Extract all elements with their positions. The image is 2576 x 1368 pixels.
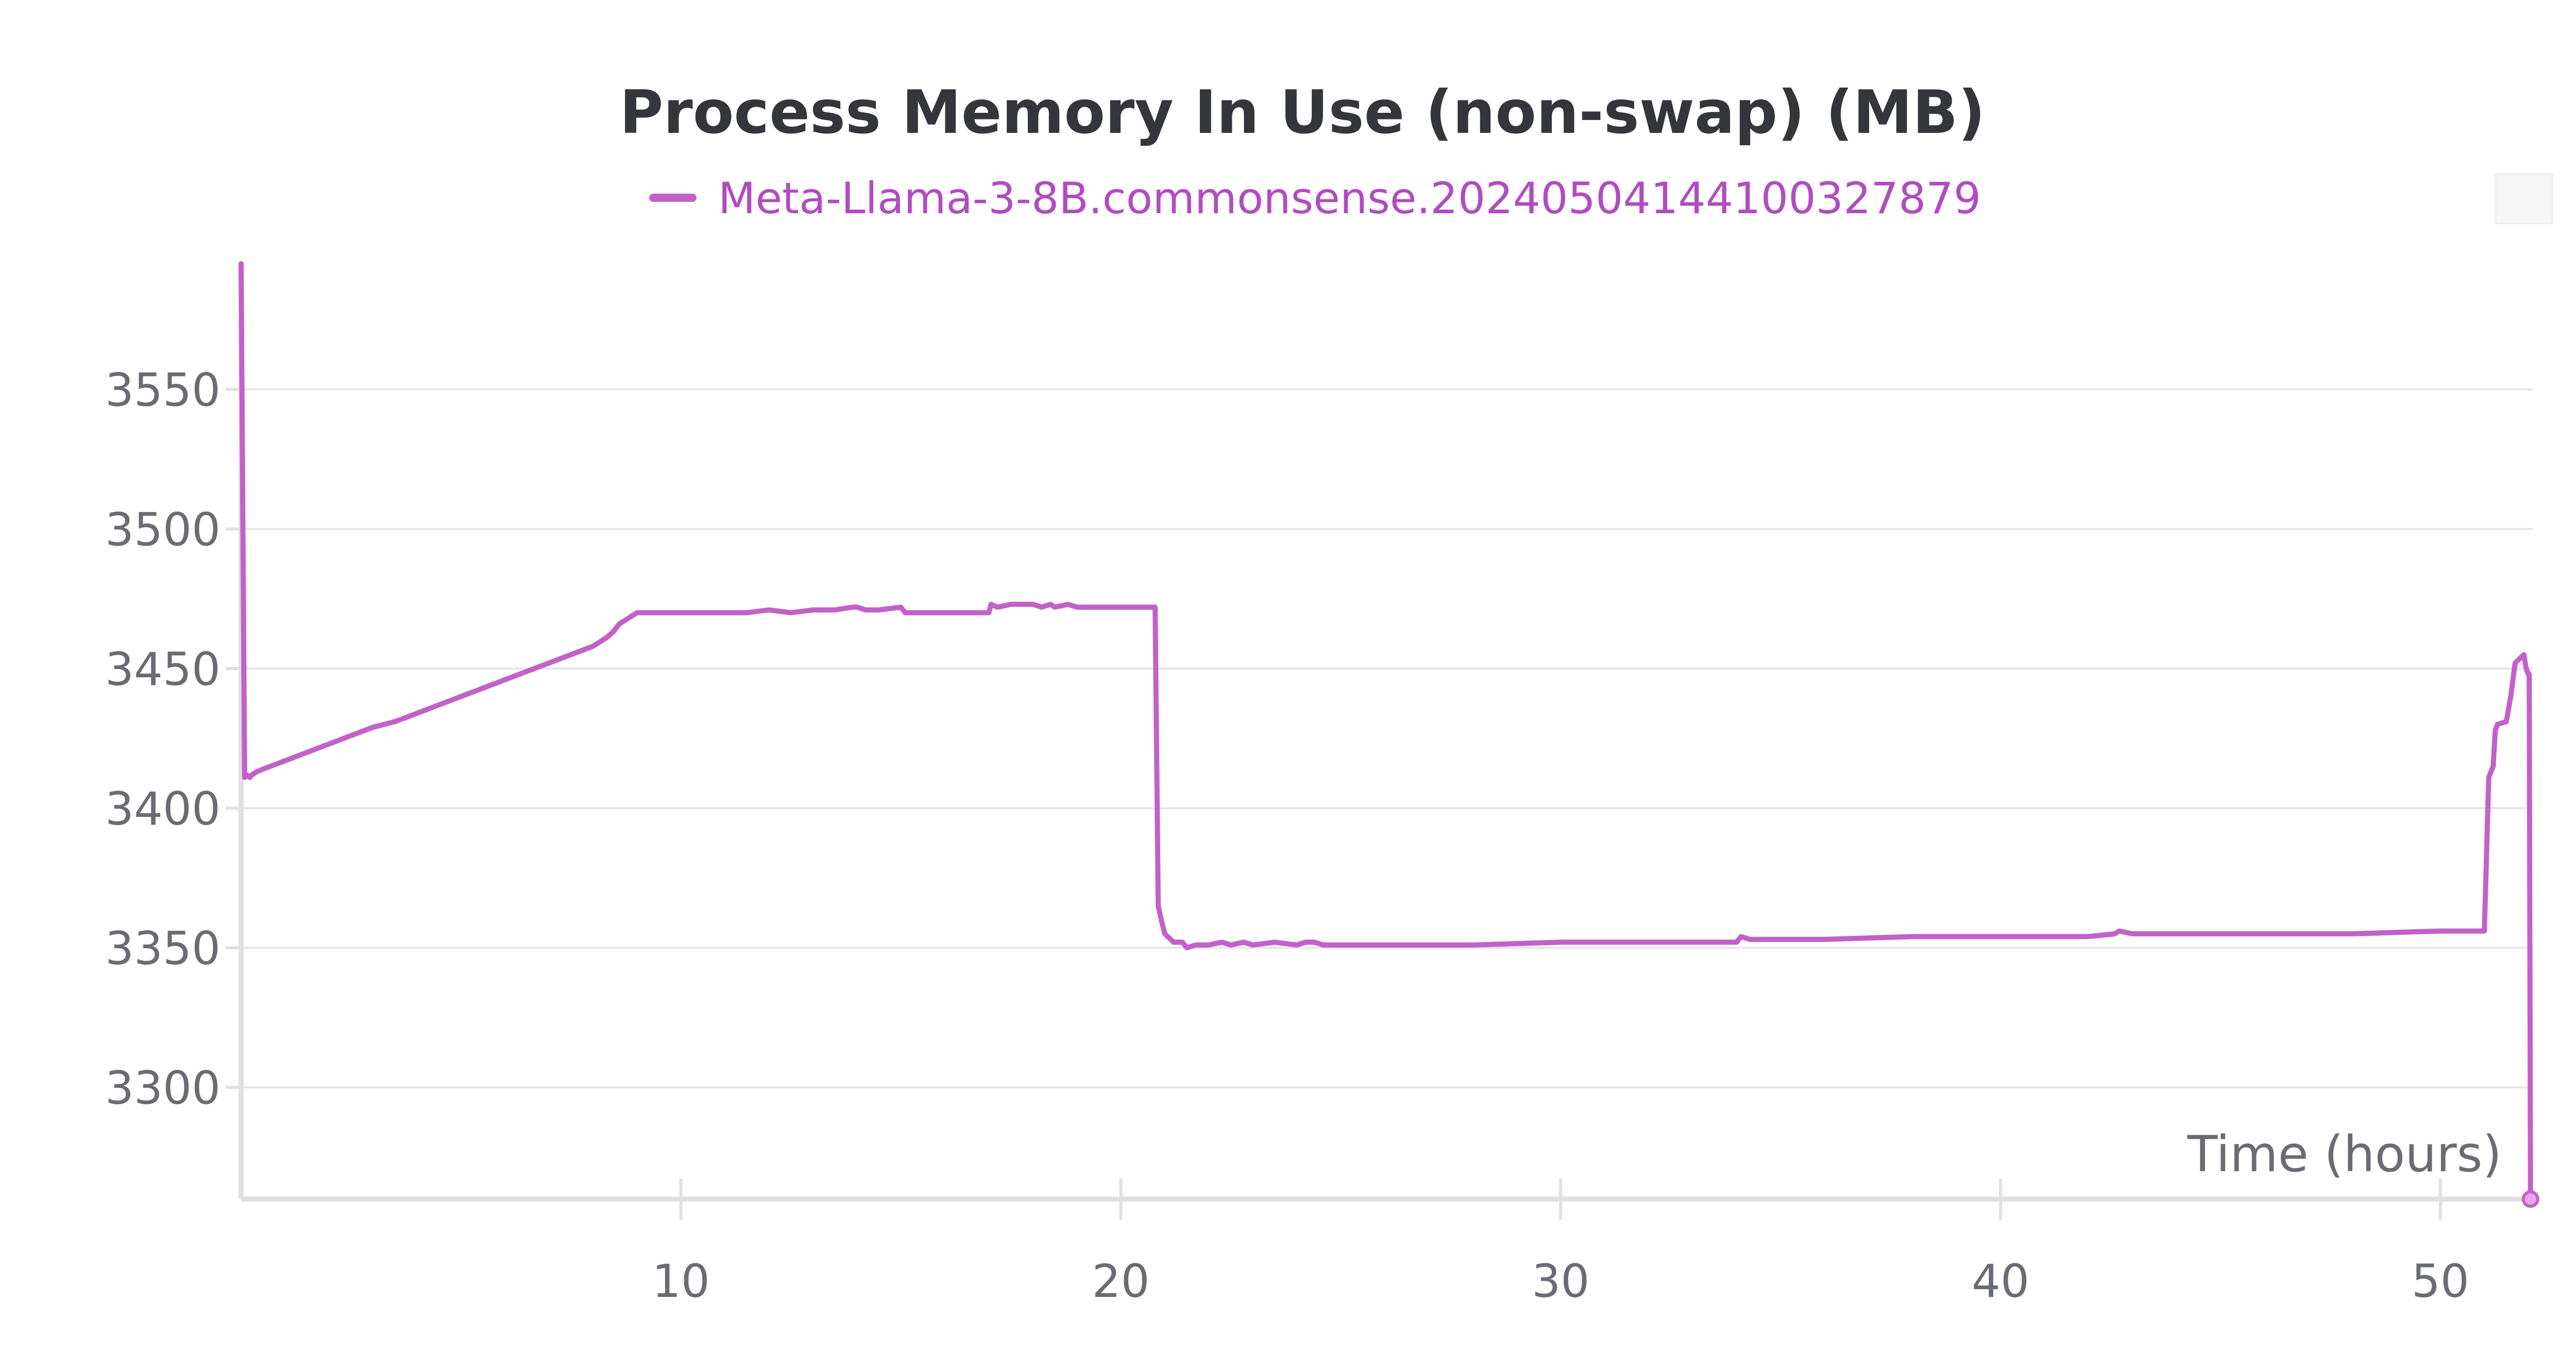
x-tick-label-10: 10 [652,1255,710,1308]
x-tick-label-50: 50 [2412,1255,2469,1308]
y-tick-label-3550: 3550 [105,364,221,417]
grid-layer [241,388,2533,1089]
axes-layer [239,264,2533,1202]
x-tick-label-30: 30 [1532,1255,1589,1308]
chart-title: Process Memory In Use (non-swap) (MB) [620,78,1986,147]
x-tick-label-40: 40 [1972,1255,2029,1308]
legend[interactable]: Meta-Llama-3-8B.commonsense.202405041441… [649,173,1981,224]
y-tick-label-3350: 3350 [105,922,221,975]
x-axis-label: Time (hours) [2187,1125,2502,1183]
series-end-point-0 [2521,1190,2539,1208]
series-layer [239,261,2539,1208]
tick-layer: 3300 3350 3400 3450 3500 3550 10 20 30 40 50 [105,364,2469,1308]
legend-label: Meta-Llama-3-8B.commonsense.202405041441… [718,173,1981,224]
y-tick-label-3450: 3450 [105,643,221,696]
y-tick-label-3400: 3400 [105,782,221,835]
x-tick-label-20: 20 [1092,1255,1149,1308]
series-line-0 [239,261,2533,1202]
legend-scroll-handle[interactable] [2495,173,2553,225]
y-tick-label-3500: 3500 [105,503,221,556]
y-tick-label-3300: 3300 [105,1062,221,1115]
